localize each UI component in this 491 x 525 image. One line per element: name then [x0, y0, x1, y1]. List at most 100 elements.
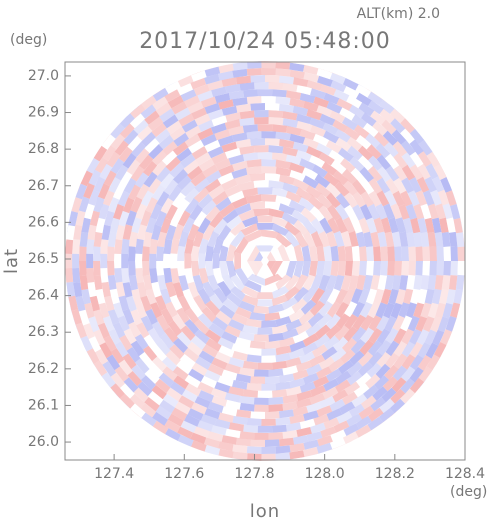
echo-cell	[456, 274, 465, 290]
echo-cell	[383, 302, 395, 319]
echo-cell	[114, 366, 129, 382]
echo-cell	[286, 386, 302, 397]
echo-cell	[330, 261, 339, 277]
echo-cell	[247, 61, 262, 69]
echo-cell	[185, 125, 202, 139]
echo-cell	[370, 274, 380, 291]
echo-cell	[257, 425, 273, 433]
echo-cell	[363, 384, 379, 400]
echo-cell	[155, 166, 171, 183]
echo-cell	[256, 292, 274, 299]
echo-cell	[219, 203, 235, 218]
echo-cell	[114, 239, 123, 254]
echo-cell	[291, 209, 308, 224]
echo-cell	[193, 210, 207, 228]
echo-cell	[261, 418, 276, 426]
echo-cell	[347, 145, 363, 161]
echo-cell	[197, 90, 214, 102]
echo-cell	[309, 245, 318, 261]
echo-cell	[403, 288, 414, 305]
echo-cell	[229, 221, 246, 236]
echo-cell	[342, 288, 356, 306]
echo-cell	[197, 193, 213, 209]
echo-cell	[253, 208, 269, 217]
echo-cell	[238, 330, 255, 342]
echo-cell	[359, 261, 367, 276]
echo-cell	[79, 231, 89, 247]
echo-cell	[224, 184, 241, 197]
echo-cell	[441, 231, 451, 247]
echo-cell	[152, 96, 168, 111]
echo-cell	[221, 178, 238, 191]
echo-cell	[239, 367, 255, 377]
echo-cell	[393, 165, 408, 181]
echo-cell	[310, 422, 326, 434]
echo-cell	[285, 357, 302, 368]
echo-cell	[393, 152, 408, 169]
echo-cell	[121, 268, 130, 284]
echo-cell	[163, 253, 171, 269]
echo-cell	[360, 112, 377, 127]
echo-cell	[271, 215, 288, 228]
echo-cell	[161, 150, 178, 166]
echo-cell	[126, 347, 141, 363]
echo-cell	[162, 141, 178, 156]
echo-cell	[214, 381, 231, 393]
echo-cell	[247, 273, 265, 286]
echo-cell	[351, 217, 363, 234]
echo-cell	[303, 372, 319, 385]
echo-cell	[228, 190, 245, 203]
echo-cell	[122, 197, 135, 214]
echo-cell	[243, 424, 258, 433]
echo-cell	[205, 170, 222, 184]
echo-cell	[261, 320, 277, 328]
echo-cell	[307, 195, 324, 210]
echo-cell	[123, 177, 137, 194]
echo-cell	[204, 408, 221, 420]
echo-cell	[157, 274, 167, 291]
echo-cell	[246, 347, 262, 356]
echo-cell	[285, 230, 301, 248]
echo-cell	[337, 261, 346, 277]
echo-cell	[253, 305, 269, 314]
echo-cell	[228, 154, 245, 165]
echo-cell	[380, 288, 392, 305]
echo-cell	[398, 204, 410, 220]
echo-cell	[341, 275, 352, 292]
echo-cell	[311, 344, 328, 358]
echo-cell	[249, 312, 265, 321]
echo-cell	[107, 261, 115, 276]
echo-cell	[135, 302, 147, 319]
echo-cell	[456, 232, 465, 248]
echo-cell	[257, 187, 273, 195]
echo-cell	[409, 377, 425, 394]
echo-cell	[272, 124, 288, 133]
echo-cell	[293, 435, 309, 445]
echo-cell	[365, 374, 381, 389]
echo-cell	[363, 122, 379, 138]
echo-cell	[376, 154, 392, 170]
echo-cell	[375, 203, 388, 220]
echo-cell	[254, 110, 269, 118]
echo-cell	[359, 246, 367, 261]
echo-cell	[242, 152, 258, 162]
echo-cell	[292, 331, 309, 344]
echo-cell	[211, 357, 228, 370]
echo-cell	[427, 203, 439, 220]
echo-cell	[296, 120, 313, 132]
echo-cell	[151, 281, 162, 298]
echo-cell	[110, 123, 125, 139]
echo-cell	[319, 113, 336, 126]
echo-cell	[226, 261, 237, 278]
echo-cell	[272, 223, 290, 236]
echo-cell	[410, 217, 421, 234]
echo-cell	[440, 329, 453, 345]
echo-cell	[289, 62, 305, 72]
echo-cell	[289, 340, 306, 353]
echo-cell	[149, 238, 158, 254]
echo-cell	[98, 302, 110, 319]
echo-cell	[84, 302, 95, 319]
echo-cell	[315, 324, 331, 340]
echo-cell	[289, 414, 305, 424]
